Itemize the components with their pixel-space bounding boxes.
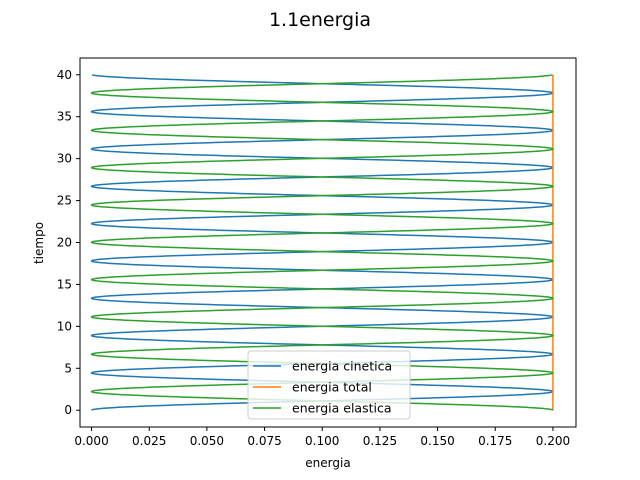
x-tick-label: 0.150: [420, 434, 454, 448]
y-tick-label: 35: [57, 110, 72, 124]
y-tick-label: 15: [57, 277, 72, 291]
x-tick-label: 0.175: [478, 434, 512, 448]
y-axis-label: tiempo: [32, 222, 46, 264]
legend-label-elastic: energia elastica: [292, 401, 392, 416]
y-tick-label: 25: [57, 194, 72, 208]
y-tick-label: 5: [64, 361, 72, 375]
y-tick-label: 30: [57, 152, 72, 166]
series-line-elastic: [90, 74, 554, 411]
legend-label-kinetic: energia cinetica: [292, 359, 392, 374]
chart-title: 1.1energia: [269, 9, 371, 31]
x-tick-label: 0.075: [247, 434, 281, 448]
legend: energia cinetica energia total energia ela…: [247, 350, 411, 420]
x-tick-label: 0.000: [74, 434, 108, 448]
x-tick-label: 0.125: [363, 434, 397, 448]
x-tick-label: 0.200: [536, 434, 570, 448]
y-tick-label: 20: [57, 236, 72, 250]
x-tick-label: 0.025: [132, 434, 166, 448]
y-tick-label: 40: [57, 68, 72, 82]
legend-label-total: energia total: [292, 380, 372, 395]
x-axis-label: energia: [305, 456, 350, 470]
legend-box: [247, 350, 411, 420]
x-axis: 0.000 0.025 0.050 0.075 0.100 0.125 0.150 0.175…: [74, 427, 570, 448]
y-axis: 0 5 10 15 20 25 30 35 40: [57, 68, 80, 417]
y-tick-label: 0: [64, 403, 72, 417]
y-tick-label: 10: [57, 319, 72, 333]
x-tick-label: 0.100: [305, 434, 339, 448]
series-layer: [90, 74, 554, 411]
x-tick-label: 0.050: [190, 434, 224, 448]
